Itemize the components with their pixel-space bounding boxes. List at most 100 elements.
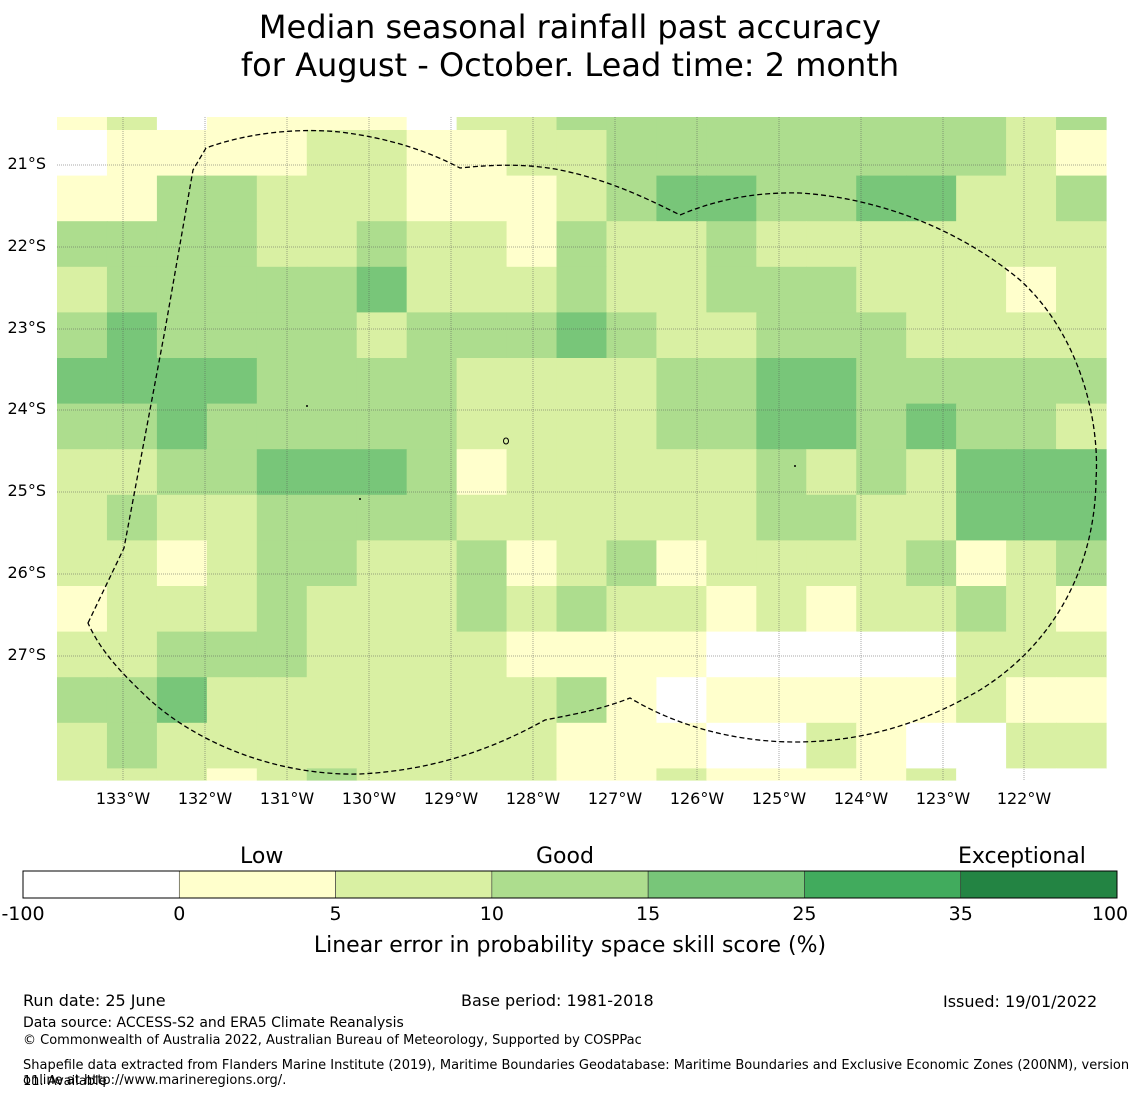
grid-cell (456, 631, 508, 678)
grid-cell (206, 722, 258, 769)
grid-cell (506, 117, 558, 131)
grid-cell (706, 631, 757, 678)
grid-cell (556, 586, 608, 633)
grid-cell (656, 403, 707, 450)
grid-cell (606, 358, 658, 405)
grid-cell (706, 221, 757, 268)
chart-title-line-2: for August - October. Lead time: 2 month (240, 46, 900, 84)
island-marker (359, 498, 361, 500)
grid-cell (356, 540, 408, 587)
grid-cell (306, 494, 358, 541)
grid-cell (256, 494, 308, 541)
grid-cell (256, 221, 308, 268)
grid-cell (906, 358, 957, 405)
grid-cell (906, 130, 957, 177)
grid-cell (656, 494, 707, 541)
grid-cell (206, 677, 258, 724)
grid-cell (956, 494, 1007, 541)
grid-cell (806, 403, 857, 450)
grid-cell (406, 175, 458, 222)
issued-date: Issued: 19/01/2022 (943, 992, 1098, 1011)
grid-cell (1056, 768, 1107, 781)
grid-cell (256, 175, 308, 222)
grid-cell (506, 768, 558, 781)
grid-cell (956, 312, 1007, 359)
grid-cell (756, 631, 807, 678)
grid-cell (456, 312, 508, 359)
grid-cell (106, 449, 158, 496)
grid-cell (806, 586, 857, 633)
grid-cell (57, 768, 108, 781)
longitude-label: 127°W (587, 789, 643, 808)
grid-cell (306, 540, 358, 587)
grid-cell (356, 677, 408, 724)
grid-cell (406, 358, 458, 405)
grid-cell (806, 768, 857, 781)
grid-cell (1056, 130, 1107, 177)
grid-cell (356, 130, 408, 177)
grid-cell (156, 540, 208, 587)
colorbar-category-exceptional: Exceptional (958, 844, 1086, 869)
grid-cell (356, 266, 408, 313)
grid-cell (106, 631, 158, 678)
grid-cell (906, 312, 957, 359)
grid-cell (256, 312, 308, 359)
grid-cell (356, 117, 408, 131)
grid-cell (456, 221, 508, 268)
grid-cell (856, 312, 907, 359)
grid-cell (956, 130, 1007, 177)
grid-cell (156, 130, 208, 177)
grid-cell (656, 540, 707, 587)
grid-cell (456, 403, 508, 450)
grid-cell (1056, 266, 1107, 313)
grid-cell (1056, 586, 1107, 633)
grid-cell (856, 266, 907, 313)
grid-cell (556, 130, 608, 177)
grid-cell (806, 494, 857, 541)
latitude-label: 24°S (7, 399, 46, 418)
grid-cell (206, 312, 258, 359)
grid-cell (506, 449, 558, 496)
grid-cell (556, 449, 608, 496)
longitude-label: 124°W (833, 789, 889, 808)
grid-cell (606, 266, 658, 313)
grid-cell (106, 722, 158, 769)
grid-cell (106, 175, 158, 222)
grid-cell (556, 403, 608, 450)
colorbar-tick-label: 15 (636, 903, 661, 925)
grid-cell (456, 586, 508, 633)
grid-cell (57, 540, 108, 587)
grid-cell (706, 677, 757, 724)
grid-cell (706, 449, 757, 496)
grid-cell (206, 449, 258, 496)
grid-cell (606, 175, 658, 222)
grid-cell (756, 449, 807, 496)
grid-cell (456, 722, 508, 769)
grid-cell (206, 130, 258, 177)
grid-cell (1056, 403, 1107, 450)
grid-cell (1006, 768, 1057, 781)
grid-cell (1056, 117, 1107, 131)
grid-cell (156, 358, 208, 405)
grid-cell (456, 494, 508, 541)
latitude-label: 22°S (7, 236, 46, 255)
grid-cell (156, 449, 208, 496)
grid-cell (256, 130, 308, 177)
grid-cell (806, 130, 857, 177)
grid-cell (906, 540, 957, 587)
grid-cell (456, 130, 508, 177)
colorbar-label: Linear error in probability space skill … (313, 933, 827, 958)
grid-cell (106, 677, 158, 724)
grid-cell (906, 175, 957, 222)
grid-cell (706, 130, 757, 177)
grid-cell (606, 312, 658, 359)
grid-cell (756, 358, 807, 405)
grid-cell (656, 312, 707, 359)
grid-cell (156, 677, 208, 724)
grid-cell (706, 312, 757, 359)
data-source: Data source: ACCESS-S2 and ERA5 Climate … (23, 1015, 404, 1031)
grid-cell (756, 494, 807, 541)
grid-cell (256, 117, 308, 131)
grid-cell (606, 130, 658, 177)
grid-cell (906, 631, 957, 678)
